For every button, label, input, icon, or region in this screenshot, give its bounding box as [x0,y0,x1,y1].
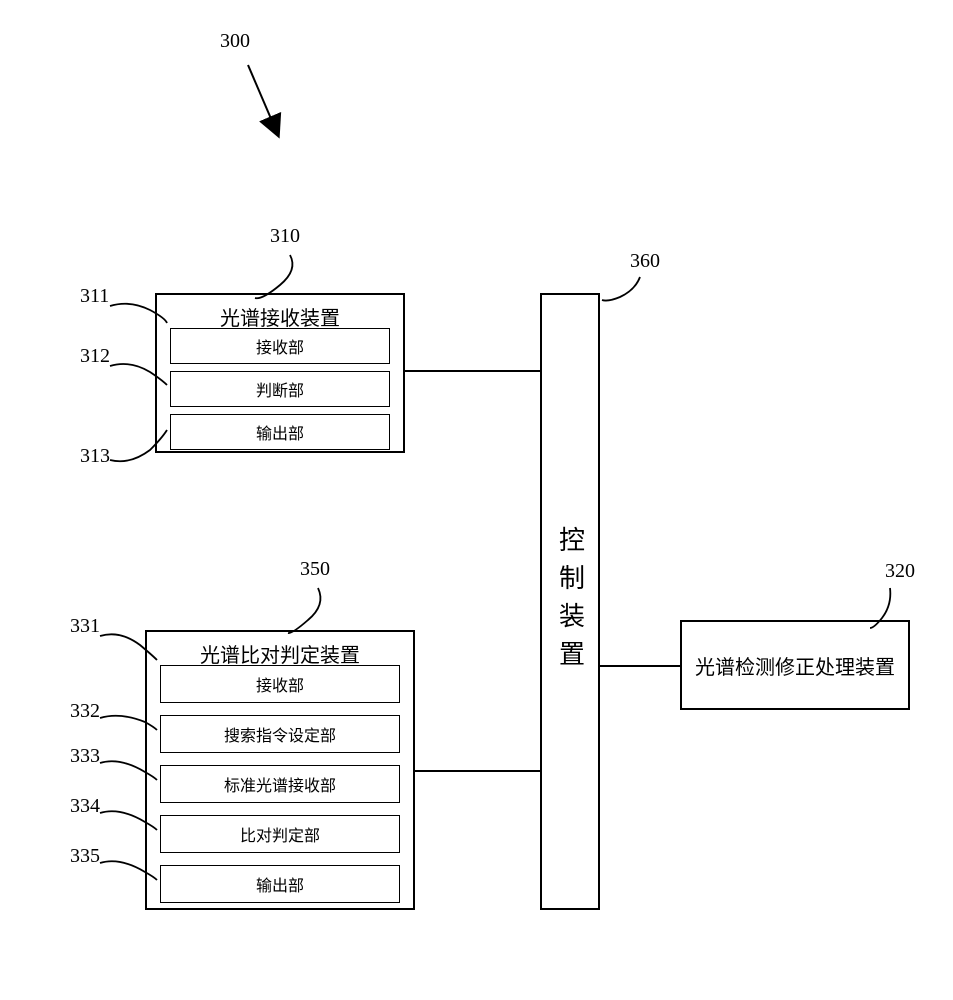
sub-333: 标准光谱接收部 [160,765,400,803]
sub-331: 接收部 [160,665,400,703]
sub-311-label: 接收部 [256,334,304,358]
sub-334-label: 比对判定部 [240,822,320,846]
sub-335-label: 输出部 [256,872,304,896]
box-310-title: 光谱接收装置 [157,302,403,331]
ref-332: 332 [70,700,100,723]
arrow-300 [0,0,953,1000]
conn-360-320 [600,665,680,667]
ref-360: 360 [630,250,660,273]
sub-334: 比对判定部 [160,815,400,853]
conn-350-360 [415,770,540,772]
ref-333: 333 [70,745,100,768]
ref-320: 320 [885,560,915,583]
sub-312-label: 判断部 [256,377,304,401]
ref-350: 350 [300,558,330,581]
sub-332-label: 搜索指令设定部 [224,722,336,746]
ref-310: 310 [270,225,300,248]
ref-335: 335 [70,845,100,868]
sub-332: 搜索指令设定部 [160,715,400,753]
sub-313: 输出部 [170,414,390,450]
leaders [0,0,953,1000]
ref-331: 331 [70,615,100,638]
box-320-label: 光谱检测修正处理装置 [695,651,895,680]
sub-312: 判断部 [170,371,390,407]
sub-313-label: 输出部 [256,420,304,444]
ref-311: 311 [80,285,109,308]
ref-313: 313 [80,445,110,468]
sub-333-label: 标准光谱接收部 [224,772,336,796]
ref-300: 300 [220,30,250,53]
box-350-title: 光谱比对判定装置 [147,639,413,668]
sub-335: 输出部 [160,865,400,903]
box-320: 光谱检测修正处理装置 [680,620,910,710]
ref-312: 312 [80,345,110,368]
box-360-label: 控制装置 [552,526,589,678]
box-360: 控制装置 [540,293,600,910]
sub-311: 接收部 [170,328,390,364]
ref-334: 334 [70,795,100,818]
conn-310-360 [405,370,540,372]
sub-331-label: 接收部 [256,672,304,696]
